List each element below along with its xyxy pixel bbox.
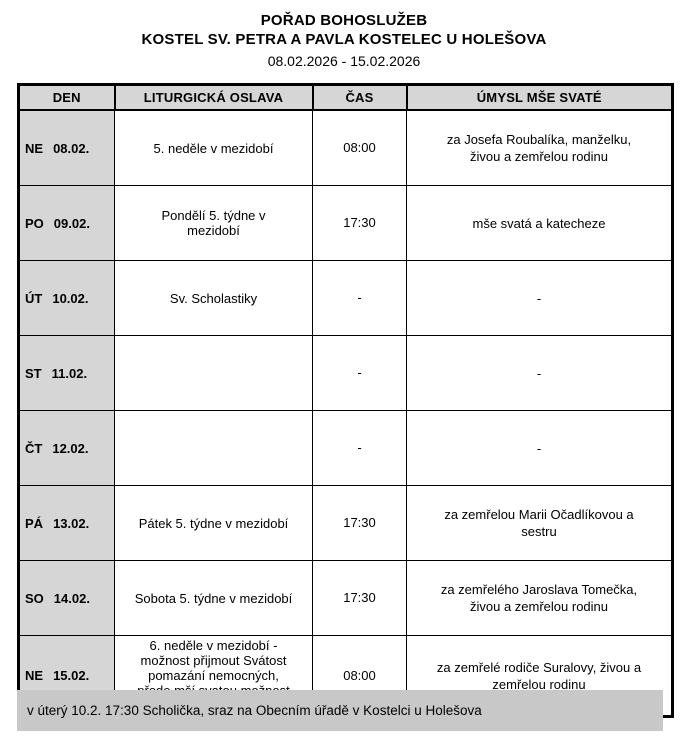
church-name: KOSTEL SV. PETRA A PAVLA KOSTELEC U HOLE…: [141, 31, 547, 48]
liturgy-cell: Pátek 5. týdne v mezidobí: [114, 485, 313, 561]
schedule-table: DEN LITURGICKÁ OSLAVA ČAS ÚMYSL MŠE SVAT…: [17, 83, 674, 718]
table-row: PÁ 13.02. Pátek 5. týdne v mezidobí 17:30…: [18, 485, 673, 561]
intention-cell: -: [406, 335, 673, 411]
day-cell: SO 14.02.: [18, 560, 115, 636]
table-row: PO 09.02. Pondělí 5. týdne v mezidobí 17:…: [18, 185, 673, 261]
schedule-body: NE 08.02. 5. neděle v mezidobí 08:00 za J…: [18, 109, 673, 717]
day-cell: ČT 12.02.: [18, 410, 115, 486]
table-row: SO 14.02. Sobota 5. týdne v mezidobí 17:3…: [18, 560, 673, 636]
time-cell: -: [312, 335, 407, 411]
day-cell: PO 09.02.: [18, 185, 115, 261]
table-row: ČT 12.02. - -: [18, 410, 673, 486]
intention-cell: za zemřelého Jaroslava Tomečka, živou a …: [406, 560, 673, 636]
header-row: DEN LITURGICKÁ OSLAVA ČAS ÚMYSL MŠE SVAT…: [17, 83, 674, 111]
time-cell: 17:30: [312, 560, 407, 636]
day-abbrev: PO: [25, 215, 44, 231]
column-header-liturgicka-oslava: LITURGICKÁ OSLAVA: [113, 83, 314, 111]
day-date: 13.02.: [53, 515, 90, 531]
heading-block: POŘAD BOHOSLUŽEB KOSTEL SV. PETRA A PAVL…: [0, 0, 688, 70]
day-date: 10.02.: [52, 290, 89, 306]
time-cell: -: [312, 260, 407, 336]
intention-cell: za zemřelou Marii Očadlíkovou a sestru: [406, 485, 673, 561]
time-cell: 08:00: [312, 109, 407, 186]
time-cell: 17:30: [312, 485, 407, 561]
day-date: 08.02.: [53, 140, 90, 156]
time-cell: -: [312, 410, 407, 486]
day-abbrev: ST: [25, 365, 42, 381]
table-row: NE 08.02. 5. neděle v mezidobí 08:00 za J…: [18, 109, 673, 186]
day-abbrev: NE: [25, 140, 44, 156]
column-header-cas: ČAS: [311, 83, 408, 111]
liturgy-cell: Pondělí 5. týdne v mezidobí: [114, 185, 313, 261]
liturgy-cell: Sobota 5. týdne v mezidobí: [114, 560, 313, 636]
day-date: 12.02.: [52, 440, 89, 456]
intention-cell: za Josefa Roubalíka, manželku, živou a z…: [406, 109, 673, 186]
day-cell: PÁ 13.02.: [18, 485, 115, 561]
day-cell: ÚT 10.02.: [18, 260, 115, 336]
intention-cell: mše svatá a katecheze: [406, 185, 673, 261]
day-abbrev: ÚT: [25, 290, 43, 306]
day-cell: NE 08.02.: [18, 109, 115, 186]
day-date: 11.02.: [51, 365, 88, 381]
page-title: POŘAD BOHOSLUŽEB: [260, 12, 428, 29]
column-header-umysl-mse-svate: ÚMYSL MŠE SVATÉ: [405, 83, 674, 111]
time-cell: 17:30: [312, 185, 407, 261]
footer-note: v úterý 10.2. 17:30 Scholička, sraz na O…: [17, 690, 663, 731]
table-row: ÚT 10.02. Sv. Scholastiky - -: [18, 260, 673, 336]
day-abbrev: NE: [25, 668, 44, 683]
day-date: 15.02.: [53, 668, 90, 683]
day-abbrev: PÁ: [25, 515, 44, 531]
liturgy-cell: Sv. Scholastiky: [114, 260, 313, 336]
day-abbrev: ČT: [25, 440, 43, 456]
day-date: 14.02.: [53, 590, 90, 606]
liturgy-cell: [114, 410, 313, 486]
liturgy-cell: [114, 335, 313, 411]
intention-cell: -: [406, 410, 673, 486]
liturgy-cell: 5. neděle v mezidobí: [114, 109, 313, 186]
column-header-den: DEN: [17, 83, 116, 111]
intention-cell: -: [406, 260, 673, 336]
day-abbrev: SO: [25, 590, 44, 606]
date-range: 08.02.2026 - 15.02.2026: [267, 53, 421, 69]
table-row: ST 11.02. - -: [18, 335, 673, 411]
day-date: 09.02.: [53, 215, 90, 231]
day-cell: ST 11.02.: [18, 335, 115, 411]
